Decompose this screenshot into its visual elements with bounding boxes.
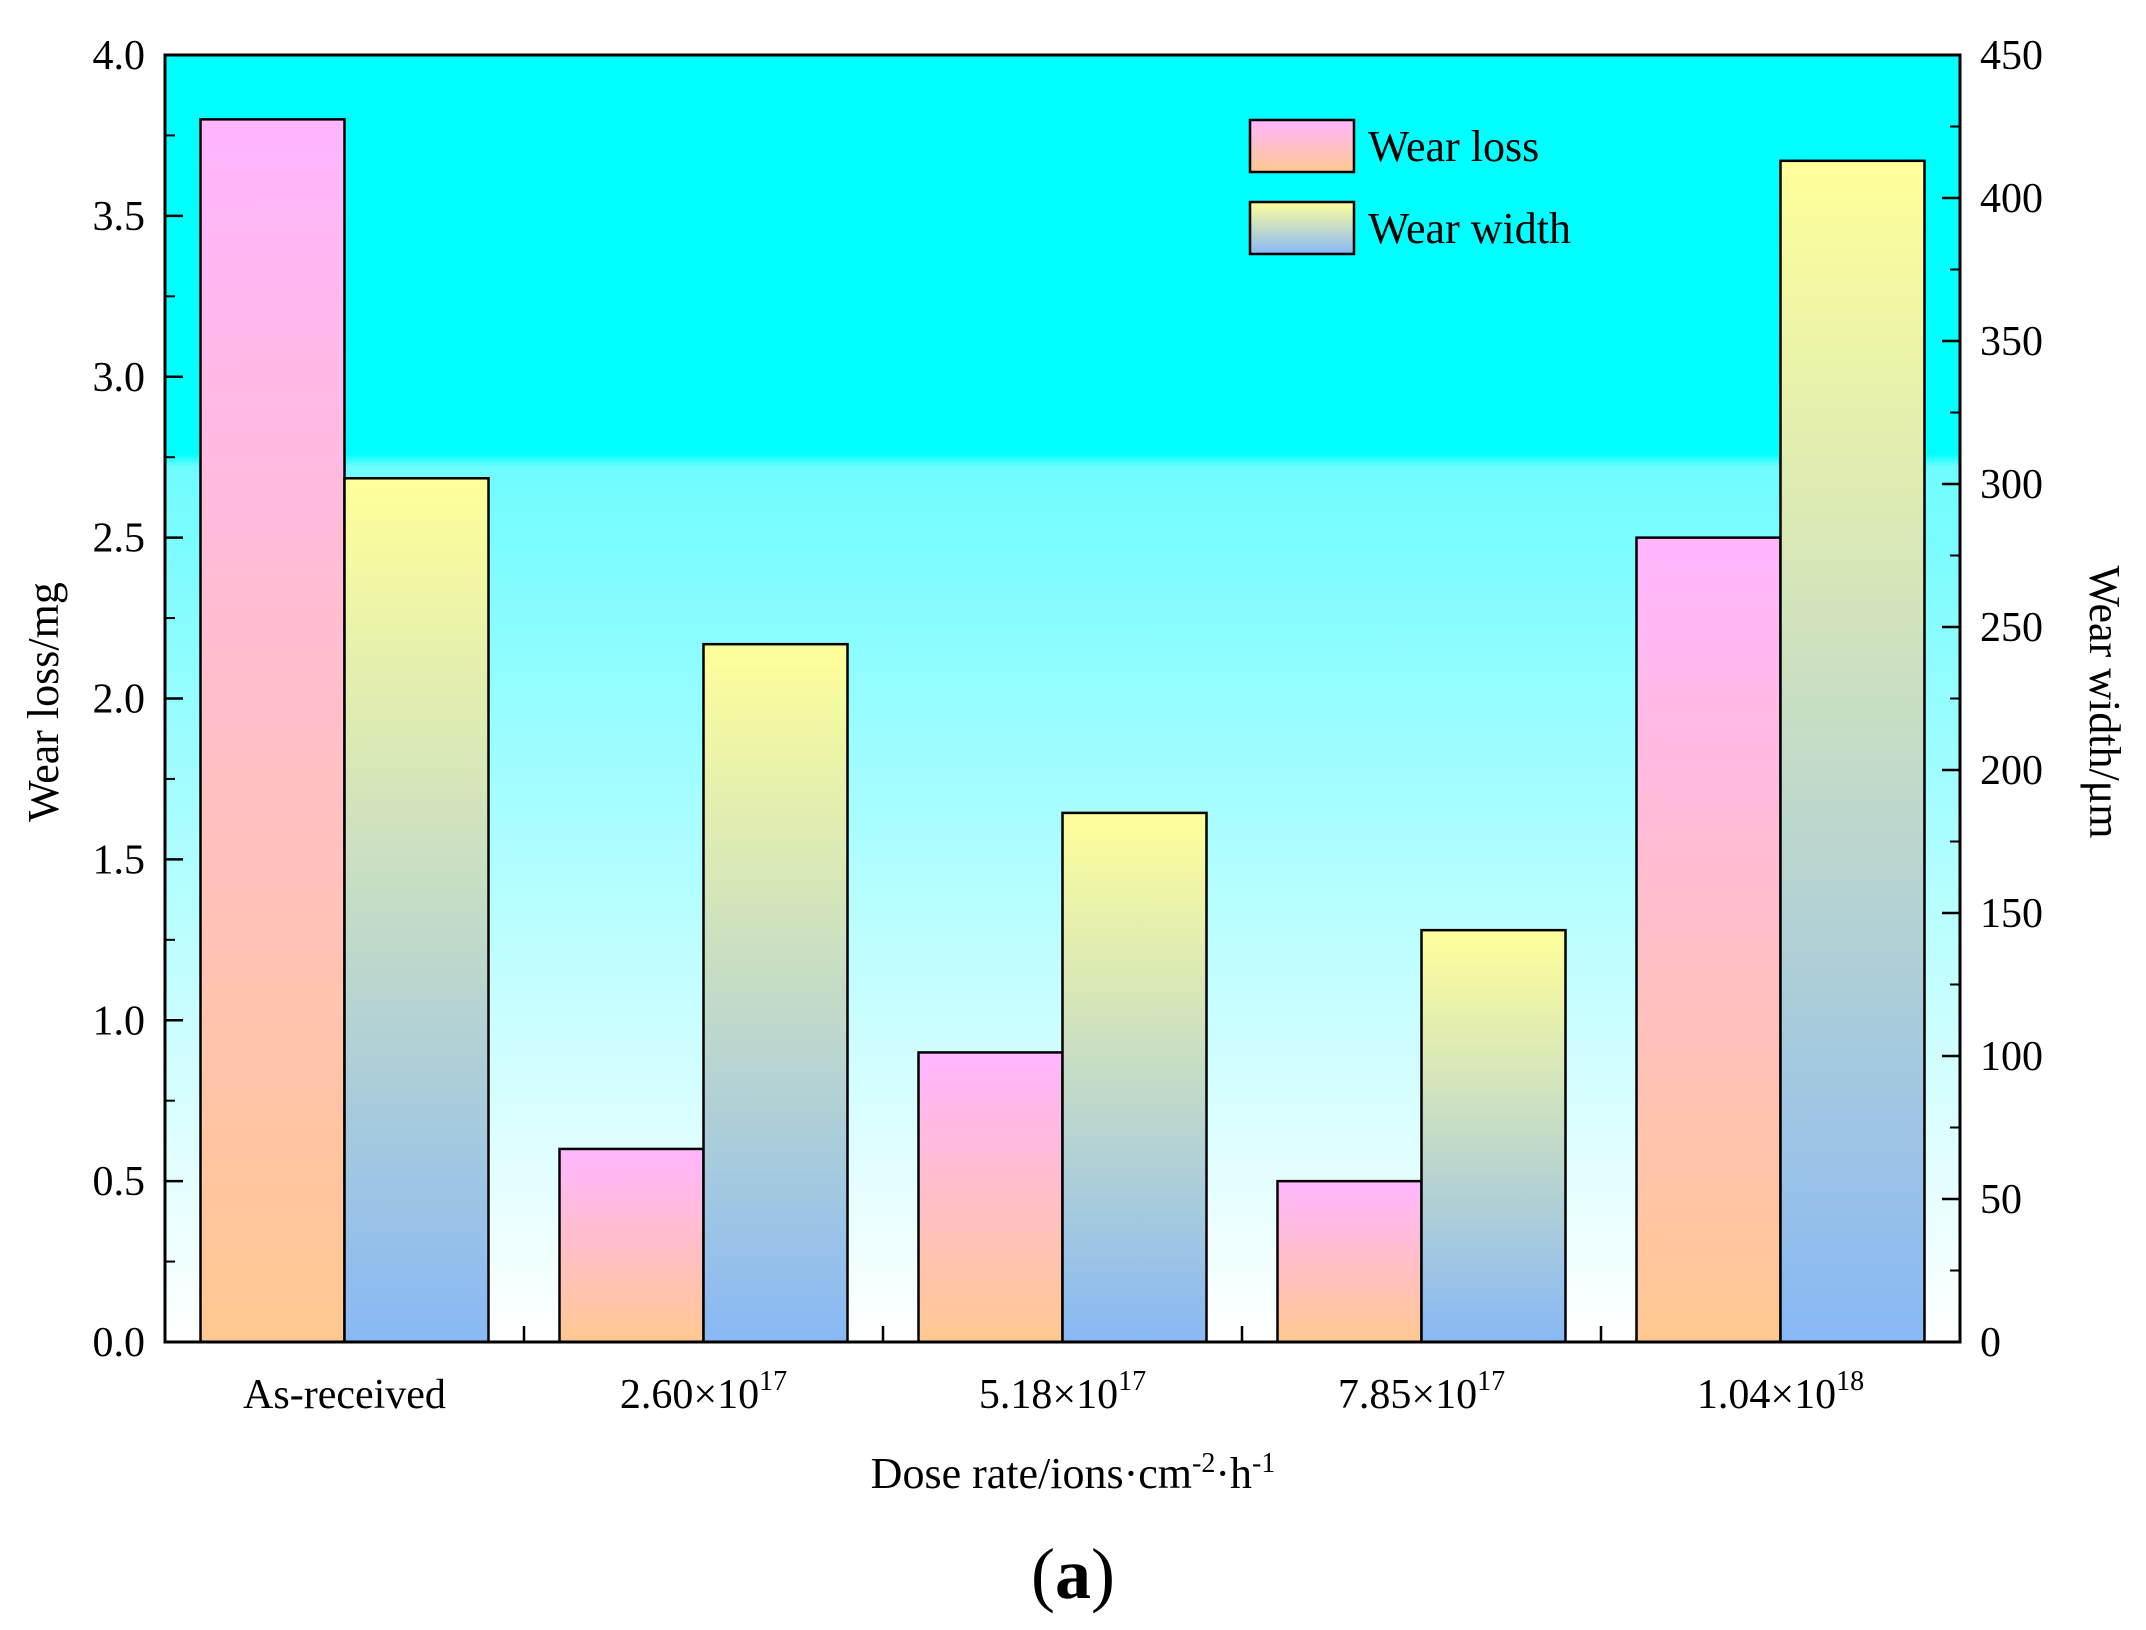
x-tick-label-exp: 17 [759,1366,787,1397]
bar-wear-loss [1635,536,1782,1344]
bar-wear-width [702,642,849,1344]
panel-label-letter: a [1055,1534,1091,1614]
x-tick-label: 7.85×1017 [1338,1366,1505,1418]
x-axis-title-sup: -2 [1192,1448,1215,1479]
bar-wear-loss [917,1051,1064,1344]
panel-label: (a) [1031,1534,1115,1614]
bar-wear-loss [199,118,346,1344]
legend-swatch-wear-width [1248,200,1356,256]
legend-swatch-wear-loss [1248,118,1356,174]
y-tick-label: 2.0 [93,677,146,723]
legend-label-wear-loss: Wear loss [1368,122,1539,171]
x-tick-label-exp: 18 [1836,1366,1864,1397]
y-tick-label: 1.5 [93,837,146,883]
x-tick-label-exp: 17 [1477,1366,1505,1397]
bar-wear-loss [1276,1179,1423,1344]
y2-tick-label: 250 [1980,605,2043,651]
x-axis-title-sup: -1 [1252,1448,1275,1479]
bar-wear-width [1779,159,1926,1344]
bar-wear-width [1061,811,1208,1344]
legend-label-wear-width: Wear width [1368,204,1571,253]
bar-wear-width [1420,928,1567,1344]
ticks-group: As-received 2.60×1017 5.18×1017 7.85×1017 1.… [93,33,2044,1418]
y-tick-label: 0.0 [93,1320,146,1366]
panel-label-paren: ( [1031,1534,1055,1614]
y2-tick-label: 50 [1980,1177,2022,1223]
y-tick-label: 3.0 [93,355,146,401]
x-tick-label-base: 5.18×10 [979,1372,1118,1418]
panel-label-paren: ) [1091,1534,1115,1614]
bar-wear-loss [558,1147,705,1344]
x-tick-label-base: 1.04×10 [1697,1372,1836,1418]
legend: Wear loss Wear width [1248,118,1571,256]
x-tick-label-base: 7.85×10 [1338,1372,1477,1418]
y-tick-label: 1.0 [93,998,146,1044]
x-tick-label: 5.18×1017 [979,1366,1146,1418]
y2-tick-label: 300 [1980,462,2043,508]
x-tick-label-base: 2.60×10 [620,1372,759,1418]
y-tick-label: 4.0 [93,33,146,79]
y-axis-title: Wear loss/mg [19,582,68,822]
y2-tick-label: 150 [1980,891,2043,937]
x-tick-label: 1.04×1018 [1697,1366,1864,1418]
x-tick-label-base: As-received [243,1372,446,1418]
y-tick-label: 2.5 [93,516,146,562]
y-tick-label: 3.5 [93,194,146,240]
y2-tick-label: 0 [1980,1320,2001,1366]
y2-axis-title: Wear width/μm [2080,566,2129,839]
x-tick-label-exp: 17 [1118,1366,1146,1397]
x-tick-label: 2.60×1017 [620,1366,787,1418]
x-axis-title: Dose rate/ions·cm-2·h-1 [871,1448,1276,1498]
bar-wear-width [343,477,490,1344]
x-tick-label: As-received [243,1372,446,1418]
y-tick-label: 0.5 [93,1159,146,1205]
y2-tick-label: 450 [1980,33,2043,79]
y2-tick-label: 100 [1980,1034,2043,1080]
x-axis-title-part: Dose rate/ions·cm [871,1449,1192,1498]
y2-tick-label: 350 [1980,319,2043,365]
y2-tick-label: 200 [1980,748,2043,794]
x-axis-title-part: ·h [1215,1449,1252,1498]
bars-group [199,118,1926,1344]
y2-tick-label: 400 [1980,176,2043,222]
